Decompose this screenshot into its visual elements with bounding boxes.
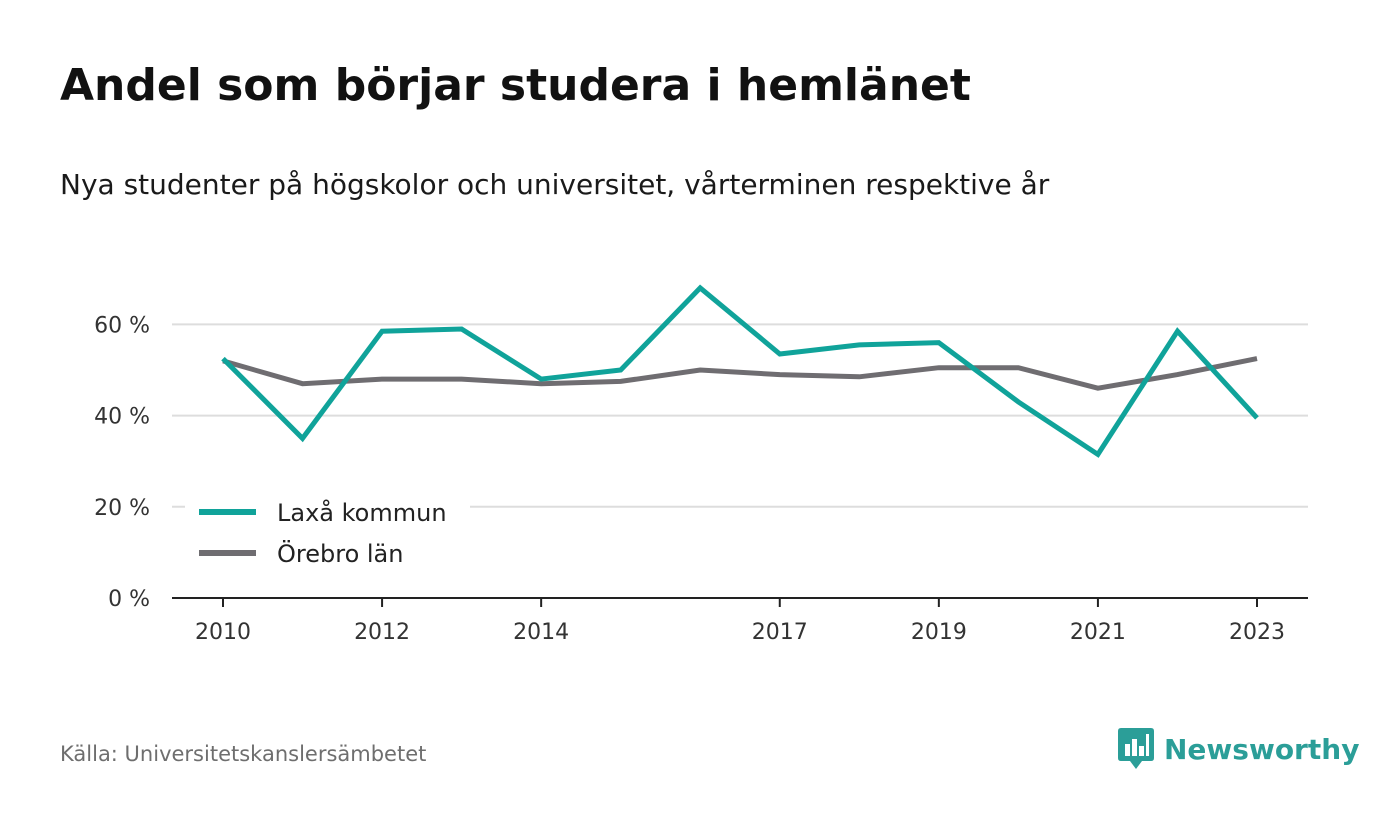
legend-item-orebro-lan-label: Örebro län bbox=[277, 539, 403, 568]
y-tick-label: 60 % bbox=[94, 313, 150, 338]
brand-logo: Newsworthy bbox=[1118, 728, 1359, 770]
legend-background bbox=[185, 492, 470, 578]
brand-name: Newsworthy bbox=[1164, 732, 1360, 766]
x-tick-label: 2014 bbox=[513, 620, 569, 645]
y-tick-label: 20 % bbox=[94, 496, 150, 521]
series-line-laxa-kommun bbox=[221, 284, 1259, 458]
chart-title: Andel som börjar studera i hemlänet bbox=[60, 60, 971, 111]
x-tick-label: 2021 bbox=[1070, 620, 1126, 645]
x-tick-label: 2010 bbox=[195, 620, 251, 645]
chart-subtitle: Nya studenter på högskolor och universit… bbox=[60, 168, 1050, 201]
x-tick-label: 2023 bbox=[1229, 620, 1285, 645]
source-note: Källa: Universitetskanslersämbetet bbox=[60, 742, 427, 766]
series-line-orebro-lan bbox=[222, 356, 1258, 391]
legend-item-laxa-kommun-label: Laxå kommun bbox=[277, 498, 447, 527]
y-tick-label: 0 % bbox=[108, 587, 150, 612]
x-tick-label: 2019 bbox=[911, 620, 967, 645]
y-tick-label: 40 % bbox=[94, 405, 150, 430]
newsworthy-logo-icon bbox=[1118, 728, 1154, 769]
x-tick-label: 2017 bbox=[752, 620, 808, 645]
x-tick-label: 2012 bbox=[354, 620, 410, 645]
